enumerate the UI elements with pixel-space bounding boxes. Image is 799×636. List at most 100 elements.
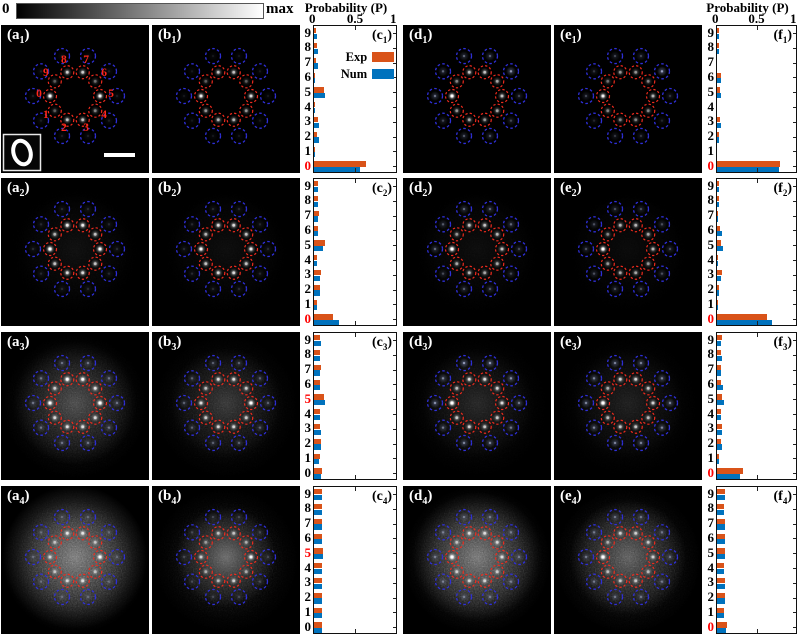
blue-spot <box>635 51 646 62</box>
panel-label: (b1) <box>158 27 182 46</box>
blue-spot <box>635 130 646 141</box>
red-ring-circle <box>211 65 226 80</box>
y-axis-label-8: 8 <box>707 39 715 55</box>
blue-ring-circle <box>183 63 201 80</box>
bar-exp-0 <box>717 622 727 628</box>
panel-image <box>554 486 702 634</box>
y-axis-label-2: 2 <box>304 281 312 297</box>
mode-number-label: 5 <box>108 88 114 100</box>
y-tick-right <box>793 289 796 291</box>
bar-exp-6 <box>717 225 721 231</box>
red-spot-core <box>244 79 248 83</box>
red-spot-core <box>483 118 487 122</box>
blue-ring-circle <box>502 265 520 282</box>
bar-num-4 <box>717 568 725 574</box>
bar-exp-8 <box>717 350 721 356</box>
x-tick-label: 0.5 <box>748 11 765 26</box>
handwritten-zero <box>11 138 33 167</box>
blue-spot <box>28 552 38 562</box>
red-spot-core <box>81 223 85 227</box>
red-spot <box>492 76 502 86</box>
bar-exp-1 <box>314 146 315 152</box>
bar-exp-3 <box>314 270 321 276</box>
blue-ring-circle <box>32 265 50 282</box>
y-tick-right <box>793 627 796 629</box>
bar-num-3 <box>314 122 319 128</box>
red-spot-core <box>204 416 208 420</box>
y-axis-label-1: 1 <box>707 449 715 465</box>
blue-spot <box>514 398 524 408</box>
red-ring-circle <box>60 218 75 233</box>
red-ring-circle <box>494 549 510 565</box>
red-spot <box>201 106 211 116</box>
blue-ring-circle <box>230 588 248 606</box>
blue-spot <box>82 51 93 62</box>
bar-num-2 <box>717 290 720 296</box>
mode-number-label: 4 <box>101 109 107 121</box>
y-axis-label-5: 5 <box>707 83 715 99</box>
blue-spot-core <box>258 119 262 122</box>
red-spot <box>648 91 658 101</box>
y-tick-right <box>393 582 396 584</box>
x-tick-bottom <box>355 475 356 479</box>
y-axis-label-9: 9 <box>707 177 715 193</box>
blue-ring-circle <box>653 419 671 436</box>
bar-exp-9 <box>717 181 719 187</box>
red-ring-circle <box>75 218 90 233</box>
blue-spot-core <box>258 70 262 73</box>
panel-image <box>152 332 300 480</box>
y-axis-label-5: 5 <box>707 390 715 406</box>
red-ring-circle <box>628 372 643 387</box>
red-spot-core <box>93 232 97 236</box>
blue-spot-core <box>639 361 643 365</box>
red-spot-core <box>204 79 208 83</box>
blue-spot <box>505 373 516 384</box>
bar-exp-2 <box>717 284 720 290</box>
red-spot-core <box>601 247 605 251</box>
y-axis-label-6: 6 <box>304 375 312 391</box>
red-spot-core <box>244 262 248 266</box>
bar-exp-8 <box>717 504 725 510</box>
red-spot-core <box>467 579 471 583</box>
y-axis-label-9: 9 <box>707 485 715 501</box>
blue-spot <box>459 512 470 523</box>
y-tick-right <box>793 151 796 153</box>
bar-exp-0 <box>314 161 367 167</box>
blue-spot-core <box>441 426 445 429</box>
blue-ring-circle <box>259 394 277 412</box>
blue-spot <box>665 398 675 408</box>
blue-spot <box>589 219 600 230</box>
y-axis-label-5: 5 <box>707 236 715 252</box>
bar-num-9 <box>717 186 719 192</box>
red-ring-circle <box>42 549 58 565</box>
blue-ring-circle <box>632 47 650 65</box>
red-spot <box>201 76 211 86</box>
red-spot-core <box>93 109 97 113</box>
blue-ring-circle <box>653 216 671 233</box>
blue-spot-core <box>211 54 215 58</box>
bar-exp-8 <box>314 504 323 510</box>
blue-ring-circle <box>510 87 528 105</box>
red-ring-circle <box>477 65 492 80</box>
y-axis-label-8: 8 <box>707 346 715 362</box>
red-spot-core <box>606 79 610 83</box>
red-spot-core <box>634 377 638 381</box>
blue-spot <box>57 512 68 523</box>
panel-b3: (b3) <box>152 332 300 480</box>
red-ring-circle <box>600 74 615 89</box>
blue-ring-circle <box>230 47 248 65</box>
red-ring-circle <box>211 419 226 434</box>
red-spot-core <box>646 262 650 266</box>
red-spot-core <box>467 377 471 381</box>
bar-num-1 <box>314 613 323 619</box>
y-axis-label-7: 7 <box>304 361 312 377</box>
blue-spot <box>484 51 495 62</box>
y-axis-label-7: 7 <box>304 207 312 223</box>
red-spot-core <box>249 555 253 559</box>
red-spot-core <box>651 94 655 98</box>
chart-c1: Probability (P) 0 0.5 1 (c1) Exp Num 0 1 2 3 4 5 6 7 8 9 <box>295 0 397 173</box>
red-ring-circle <box>645 395 661 411</box>
blue-ring-circle <box>661 394 679 412</box>
bar-exp-5 <box>717 394 722 400</box>
blue-spot-core <box>488 54 492 58</box>
